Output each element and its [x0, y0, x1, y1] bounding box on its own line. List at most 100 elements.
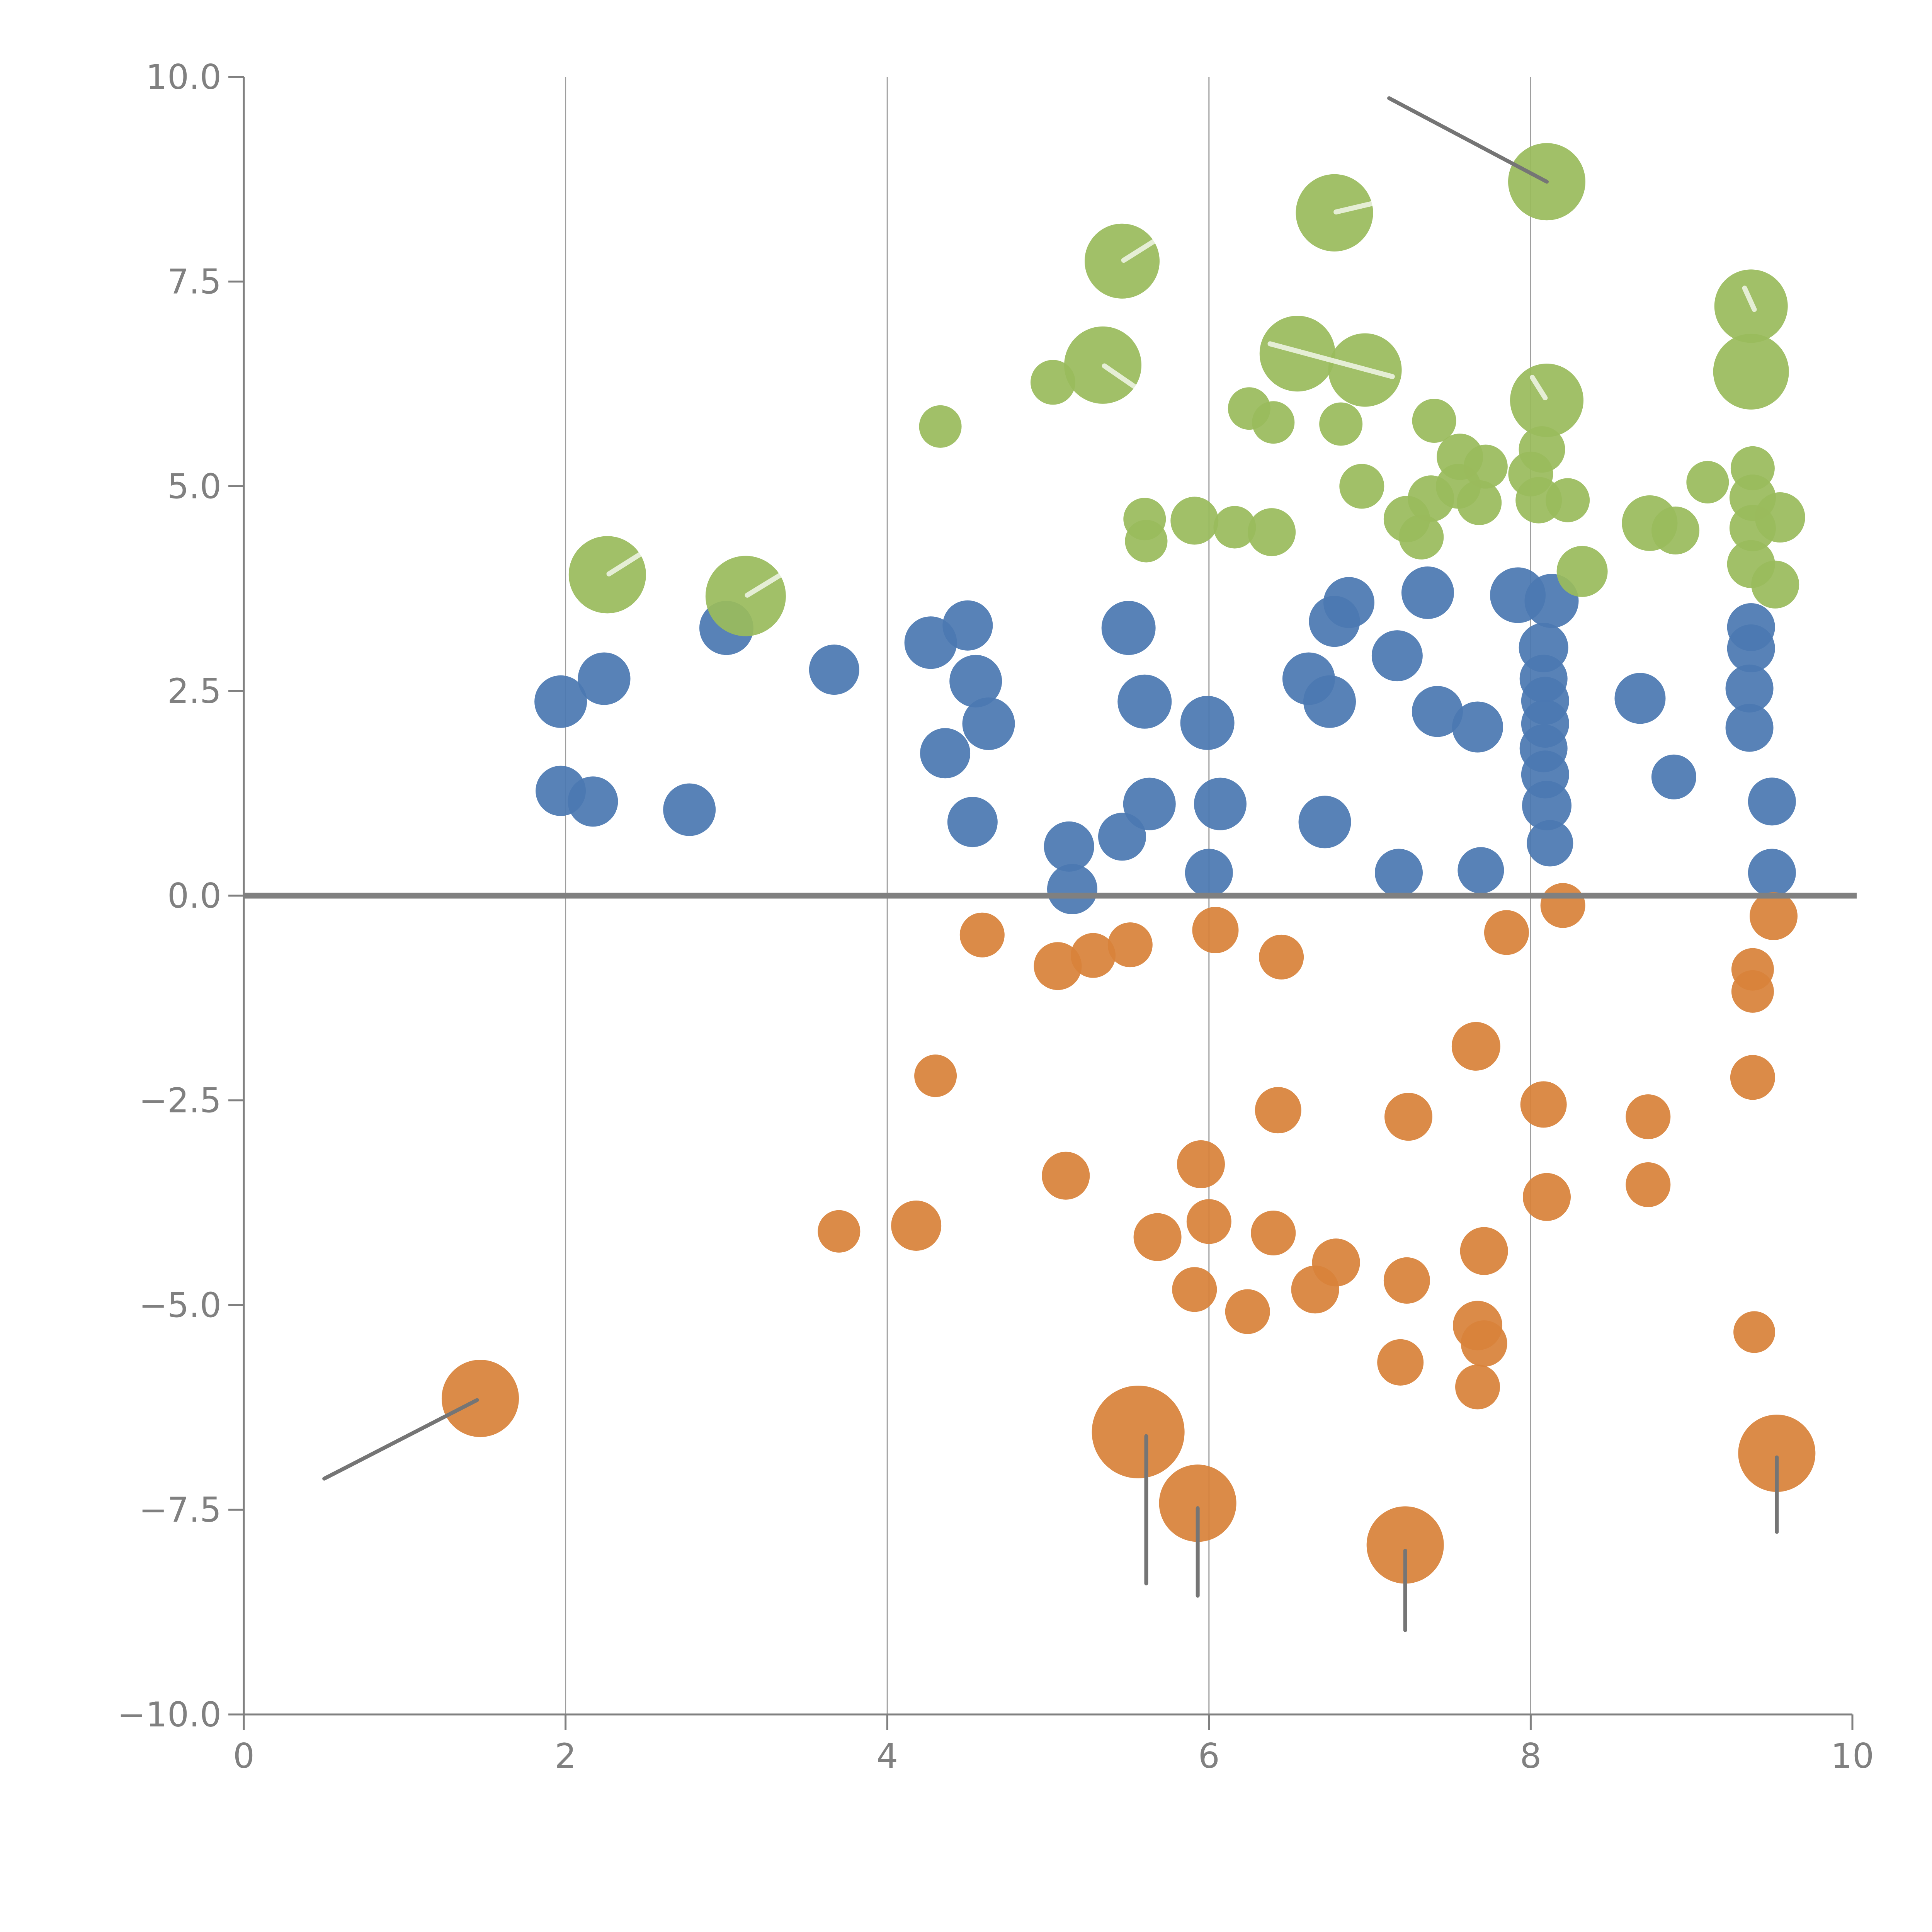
scatter-point-blue [1298, 796, 1351, 849]
scatter-point-blue [1117, 674, 1172, 729]
scatter-point-orange [1626, 1162, 1671, 1208]
scatter-point-blue [1371, 630, 1423, 682]
scatter-point-green [1751, 560, 1799, 609]
highlight-line-0 [606, 546, 652, 577]
scatter-point-green [1412, 398, 1456, 443]
highlight-line-2 [1121, 236, 1160, 263]
scatter-point-green [1213, 506, 1256, 549]
scatter-point-orange [891, 1200, 942, 1251]
scatter-point-orange [1383, 1257, 1430, 1304]
scatter-point-orange [1377, 1339, 1424, 1386]
scatter-point-orange [1733, 1311, 1776, 1353]
scatter-point-blue [1614, 673, 1666, 724]
scatter-point-blue [1185, 849, 1233, 897]
scatter-point-blue [1725, 664, 1774, 713]
scatter-point-blue [1309, 596, 1360, 647]
y-tick-label: 5.0 [167, 466, 221, 506]
scatter-point-green [1546, 478, 1590, 522]
scatter-point-orange [959, 912, 1005, 957]
scatter-point-blue [1194, 777, 1247, 830]
scatter-point-green [1556, 546, 1608, 597]
scatter-point-orange [1750, 892, 1798, 940]
y-tick-label: 2.5 [167, 671, 221, 711]
y-tick-label: −10.0 [117, 1695, 221, 1735]
scatter-point-blue [663, 783, 716, 836]
scatter-point-blue [1748, 849, 1796, 897]
annotation-line-0 [1387, 96, 1549, 184]
scatter-point-green [1457, 480, 1502, 525]
scatter-point-green [1713, 333, 1789, 410]
scatter-point-green [1319, 402, 1363, 446]
scatter-point-orange [1461, 1320, 1507, 1367]
scatter-point-orange [1460, 1227, 1508, 1275]
scatter-point-blue [1401, 566, 1454, 619]
scatter-point-orange [1451, 1022, 1500, 1071]
series-orange [441, 883, 1816, 1584]
scatter-point-blue [1098, 813, 1146, 861]
x-tick-label: 6 [1198, 1736, 1220, 1776]
x-tick-label: 0 [233, 1736, 255, 1776]
highlight-line-4 [1102, 363, 1139, 391]
x-tick-label: 8 [1520, 1736, 1541, 1776]
highlight-line-5 [1267, 341, 1395, 379]
scatter-point-blue [947, 797, 998, 847]
scatter-point-green [1248, 508, 1296, 556]
x-tick-label: 4 [876, 1736, 898, 1776]
scatter-point-green [1686, 461, 1729, 503]
x-tick-label: 10 [1831, 1736, 1874, 1776]
y-tick-label: 10.0 [146, 57, 221, 97]
x-tick-label: 2 [555, 1736, 577, 1776]
scatter-point-orange [1186, 1199, 1231, 1244]
scatter-point-orange [1159, 1464, 1236, 1542]
scatter-point-orange [1042, 1151, 1090, 1200]
scatter-point-green [1030, 360, 1075, 405]
scatter-point-blue [1725, 704, 1774, 752]
scatter-point-orange [1540, 883, 1585, 928]
scatter-point-blue [1047, 864, 1097, 915]
scatter-point-orange [818, 1210, 861, 1253]
series-blue [534, 566, 1796, 915]
scatter-point-orange [1034, 942, 1082, 990]
scatter-point-blue [1375, 849, 1423, 897]
scatter-point-blue [1412, 686, 1463, 737]
scatter-point-orange [1738, 1415, 1816, 1492]
scatter-point-blue [534, 675, 587, 728]
scatter-point-green [919, 405, 962, 448]
highlight-line-7 [1530, 375, 1548, 401]
y-tick-label: 0.0 [167, 876, 221, 916]
scatter-point-orange [1255, 1087, 1301, 1134]
scatter-point-blue [1044, 821, 1094, 872]
scatter-point-orange [1225, 1289, 1270, 1334]
highlight-line-1 [745, 568, 790, 598]
scatter-point-orange [1133, 1213, 1182, 1261]
y-tick-label: −7.5 [139, 1490, 221, 1530]
y-tick-label: −2.5 [139, 1081, 221, 1121]
scatter-point-orange [1251, 1211, 1296, 1256]
scatter-point-orange [1484, 910, 1529, 955]
scatter-point-blue [1651, 754, 1696, 799]
scatter-point-blue [1458, 847, 1504, 894]
scatter-point-green [1755, 492, 1805, 543]
scatter-point-green [1252, 401, 1295, 444]
scatter-point-blue [1748, 777, 1796, 826]
scatter-point-green [1510, 364, 1584, 437]
scatter-point-blue [578, 652, 631, 705]
scatter-point-blue [1101, 601, 1156, 655]
scatter-point-orange [1731, 970, 1774, 1013]
scatter-point-orange [1192, 906, 1239, 953]
scatter-point-blue [1123, 777, 1176, 830]
scatter-point-blue [1527, 820, 1573, 867]
scatter-point-blue [1452, 701, 1503, 753]
y-tick-label: −5.0 [139, 1285, 221, 1325]
y-tick-label: 7.5 [167, 262, 221, 302]
scatter-point-orange [1172, 1267, 1217, 1312]
scatter-point-green [1170, 497, 1219, 545]
scatter-point-blue [1180, 696, 1235, 750]
scatter-point-orange [1520, 1081, 1567, 1128]
scatter-point-blue [1727, 624, 1775, 673]
annotation-line-1 [322, 1398, 479, 1481]
scatter-point-orange [914, 1054, 957, 1097]
scatter-point-orange [1455, 1364, 1500, 1410]
